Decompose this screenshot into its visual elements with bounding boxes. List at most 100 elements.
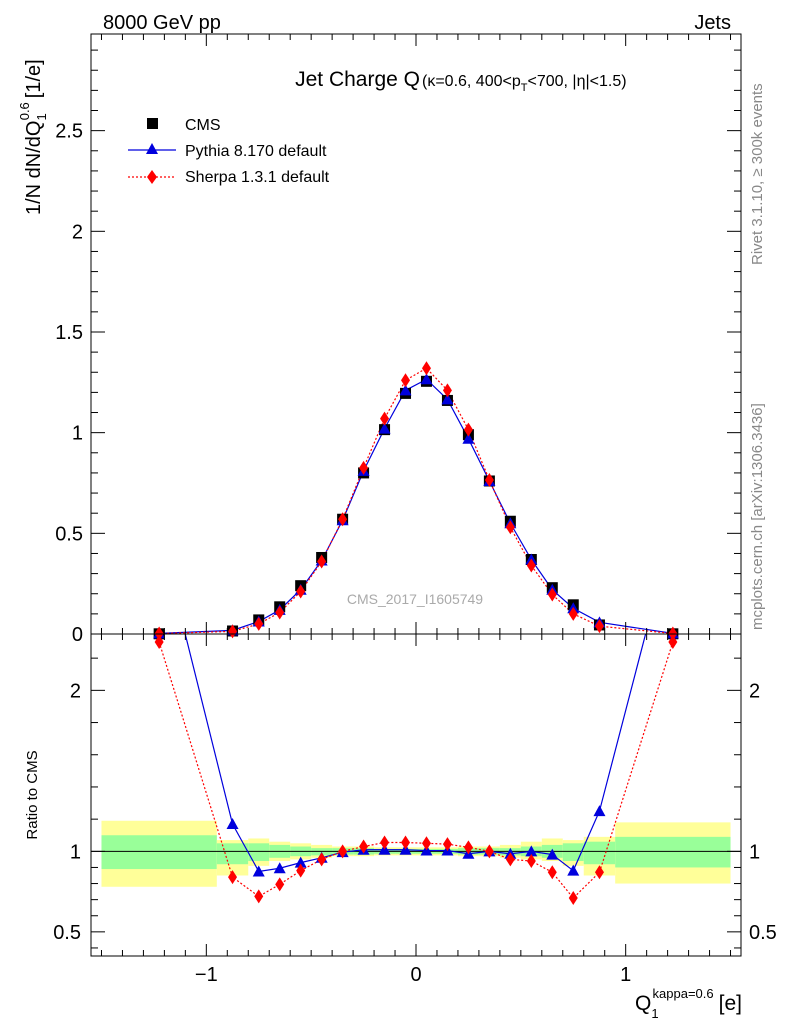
sherpa-ratio-point (568, 891, 578, 906)
sherpa-point (547, 587, 557, 602)
uncertainty-band-inner (615, 836, 731, 868)
chart-title-subtitle: (κ=0.6, 400<pT<700, |η|<1.5) (422, 73, 627, 94)
sherpa-point (275, 605, 285, 620)
ylabel-sub: 1 (34, 113, 49, 120)
sherpa-ratio-point (338, 844, 348, 859)
sherpa-ratio-point (317, 852, 327, 867)
sherpa-point (526, 558, 536, 573)
uncertainty-band-inner (248, 843, 270, 862)
sherpa-ratio-point (154, 635, 164, 650)
pythia-ratio-point (546, 848, 559, 860)
sherpa-point (228, 624, 238, 639)
pythia-point (462, 432, 475, 444)
main-y-tick-label: 0 (72, 624, 83, 646)
legend-pythia-marker (146, 143, 158, 154)
sherpa-ratio-point (547, 865, 557, 880)
pythia-ratio-point (525, 845, 538, 857)
header-left-label: 8000 GeV pp (103, 12, 221, 34)
main-y-tick-label: 2 (72, 221, 83, 243)
x-tick-label: 1 (620, 964, 631, 986)
legend-sherpa-marker (147, 170, 157, 184)
pythia-ratio-point (593, 805, 606, 817)
x-axis-label: Q1 kappa=0.6 [e] (635, 986, 742, 1021)
legend-pythia-label: Pythia 8.170 default (185, 143, 327, 160)
sherpa-ratio-point (505, 852, 515, 867)
sherpa-ratio-point (668, 635, 678, 650)
pythia-ratio-point (252, 865, 265, 877)
sherpa-ratio-point (228, 870, 238, 885)
sherpa-ratio-point (359, 839, 369, 854)
uncertainty-band-inner (101, 835, 217, 870)
x-tick-label: 0 (410, 964, 421, 986)
legend-sherpa-label: Sherpa 1.3.1 default (185, 169, 330, 186)
pythia-point (441, 393, 454, 405)
ylabel-main: 1/N dN/dQ (23, 121, 45, 215)
chart-title: Jet Charge Q (295, 68, 420, 91)
title-sub-rest: <700, |η|<1.5) (527, 73, 626, 90)
sherpa-ratio-point (401, 835, 411, 850)
sherpa-point (359, 460, 369, 475)
ratio-y-tick-label-left: 0.5 (53, 922, 81, 944)
pythia-ratio-point (226, 817, 239, 829)
xlabel-main: Q (635, 992, 651, 1015)
xlabel-unit: [e] (719, 992, 742, 1015)
sherpa-ratio-point (380, 835, 390, 850)
sherpa-point (594, 619, 604, 634)
sherpa-ratio-point (442, 837, 452, 852)
pythia-point (420, 373, 433, 385)
main-y-tick-label: 1.5 (55, 322, 83, 344)
sherpa-point (505, 520, 515, 535)
uncertainty-band-inner (562, 843, 584, 862)
main-y-tick-label: 0.5 (55, 523, 83, 545)
ratio-y-tick-label-left: 2 (70, 680, 81, 702)
sherpa-point (254, 616, 264, 631)
ylabel-unit: [1/e] (23, 59, 45, 98)
ratio-plot-panel: 0.5 0.51 12 2 −1 0 1 Ratio to CMS Q1kappa=0.6… (24, 633, 777, 1021)
x-tick-label: −1 (195, 964, 218, 986)
sherpa-ratio-point (594, 865, 604, 880)
legend-cms-label: CMS (185, 117, 221, 134)
ylabel-sup: 0.6 (17, 102, 32, 120)
legend-cms-marker (147, 118, 158, 129)
rivet-version-label: Rivet 3.1.10, ≥ 300k events (749, 83, 766, 265)
pythia-point (399, 384, 412, 396)
sherpa-ratio-point (484, 844, 494, 859)
xlabel-sup: kappa=0.6 (653, 986, 714, 1001)
sherpa-ratio-point (296, 863, 306, 878)
sherpa-point (401, 373, 411, 388)
title-sub-T: T (521, 82, 528, 94)
ratio-y-tick-label-right: 0.5 (749, 922, 777, 944)
mcplots-credit-label: mcplots.cern.ch [arXiv:1306.3436] (749, 403, 766, 630)
main-plot-panel: 0 0.5 1 1.5 2 2.5 Jet Charge Q (κ=0.6, 400<pT… (17, 33, 742, 646)
ratio-lines (158, 634, 674, 899)
sherpa-point (442, 383, 452, 398)
pythia-point (378, 422, 391, 434)
sherpa-ratio-point (526, 854, 536, 869)
header-right-label: Jets (694, 12, 731, 34)
sherpa-point (296, 584, 306, 599)
main-y-axis-label: 1/N dN/dQ10.6 [1/e] (17, 59, 49, 215)
uncertainty-band-inner (216, 843, 249, 865)
pythia-ratio-point (273, 862, 286, 874)
sherpa-ratio-point (254, 889, 264, 904)
pythia-ratio-line (184, 634, 647, 873)
ratio-y-tick-label-left: 1 (70, 841, 81, 863)
sherpa-point (317, 554, 327, 569)
analysis-watermark: CMS_2017_I1605749 (347, 591, 483, 607)
ratio-y-tick-label-right: 2 (749, 680, 760, 702)
ratio-y-axis-label: Ratio to CMS (24, 750, 41, 839)
sherpa-point (338, 512, 348, 527)
uncertainty-band-inner (583, 841, 616, 865)
sherpa-point (380, 411, 390, 426)
sherpa-ratio-point (421, 836, 431, 851)
title-sub-part: (κ=0.6, 400<p (422, 73, 521, 90)
sherpa-point (568, 606, 578, 621)
pythia-ratio-point (294, 856, 307, 868)
xlabel-sub: 1 (651, 1006, 658, 1021)
sherpa-ratio-point (463, 840, 473, 855)
sherpa-point (463, 422, 473, 437)
sherpa-ratio-point (275, 877, 285, 892)
ratio-y-tick-label-right: 1 (749, 841, 760, 863)
main-y-tick-label: 1 (72, 423, 83, 445)
